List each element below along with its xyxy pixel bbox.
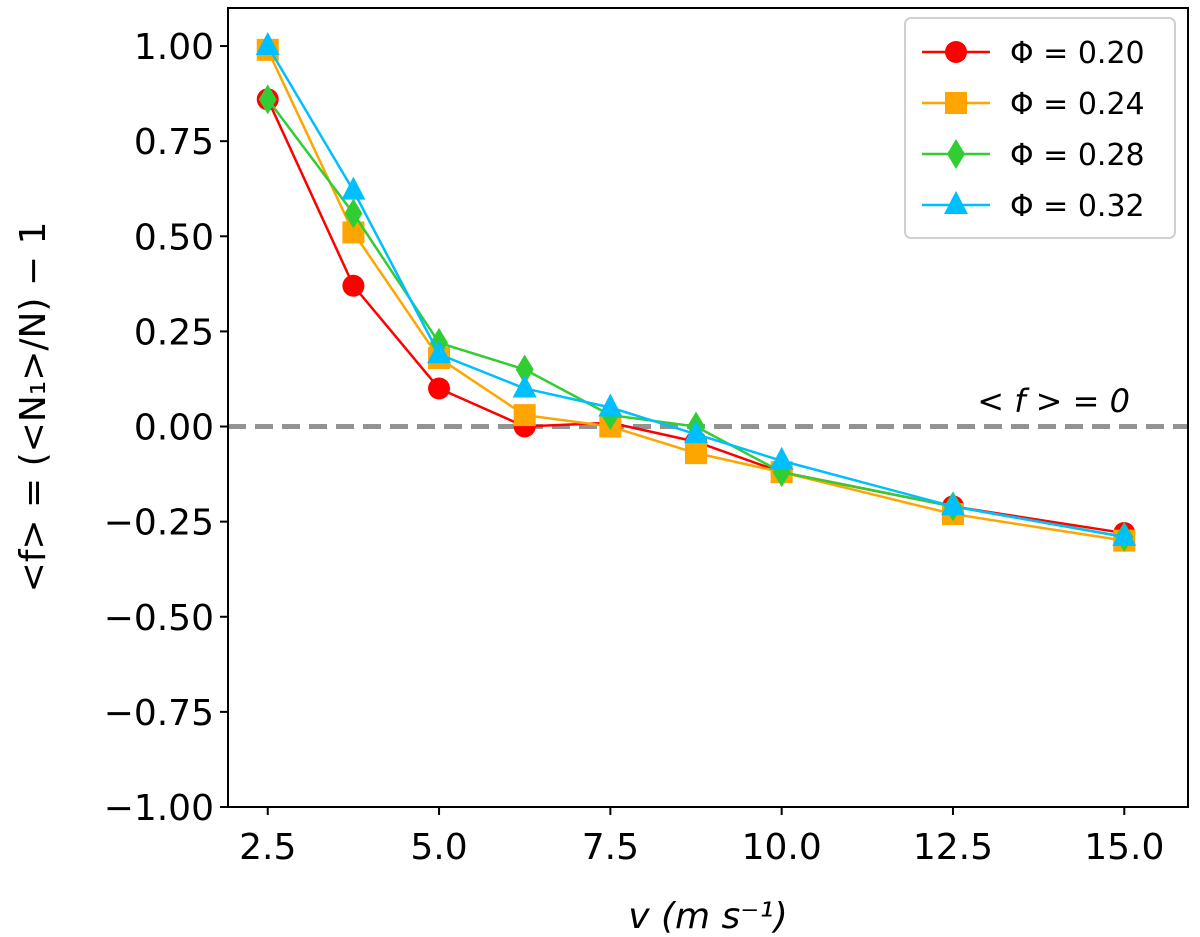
legend-marker <box>945 41 967 63</box>
legend-frame <box>904 17 1176 239</box>
data-point <box>940 492 965 516</box>
x-tick-label: 12.5 <box>913 827 993 868</box>
legend-entry-2: Φ = 0.28 <box>922 138 1145 173</box>
x-tick-label: 10.0 <box>742 827 822 868</box>
legend-label: Φ = 0.24 <box>1010 87 1145 122</box>
y-tick-label: −0.75 <box>104 693 214 734</box>
data-point <box>1112 522 1137 546</box>
legend-marker <box>945 92 967 114</box>
x-tick-label: 7.5 <box>582 827 639 868</box>
legend-label: Φ = 0.20 <box>1010 36 1145 71</box>
data-point <box>598 393 623 417</box>
data-point <box>342 221 365 244</box>
x-tick-label: 5.0 <box>410 827 467 868</box>
y-axis-label: <f> = (<N₁>/N) − 1 <box>13 222 54 593</box>
y-tick-label: 0.25 <box>134 312 214 353</box>
series-3 <box>255 32 1137 546</box>
data-point <box>515 354 534 385</box>
data-point <box>685 442 708 465</box>
data-point <box>684 420 709 444</box>
y-tick-label: −0.25 <box>104 503 214 544</box>
data-point <box>512 374 537 398</box>
data-point <box>428 377 451 400</box>
legend-entry-0: Φ = 0.20 <box>922 36 1145 71</box>
data-point <box>258 84 277 115</box>
y-tick-label: 1.00 <box>134 27 214 68</box>
x-tick-label: 15.0 <box>1084 827 1164 868</box>
data-point <box>342 274 365 297</box>
legend: Φ = 0.20 Φ = 0.24 Φ = 0.28 Φ = 0.32 <box>904 17 1176 239</box>
x-tick-label: 2.5 <box>239 827 296 868</box>
data-point <box>427 340 452 364</box>
legend-entry-3: Φ = 0.32 <box>922 189 1145 224</box>
reference-line-label: < f > = 0 <box>977 382 1130 420</box>
x-axis-label: v (m s⁻¹) <box>628 896 788 937</box>
data-point <box>769 446 794 470</box>
y-tick-label: 0.75 <box>134 122 214 163</box>
y-tick-label: 0.00 <box>134 408 214 449</box>
legend-label: Φ = 0.32 <box>1010 189 1145 224</box>
legend-marker <box>947 139 965 169</box>
y-tick-label: −0.50 <box>104 598 214 639</box>
plot-frame <box>227 7 1189 808</box>
legend-label: Φ = 0.28 <box>1010 138 1145 173</box>
legend-entry-1: Φ = 0.24 <box>922 87 1145 122</box>
y-tick-label: −1.00 <box>104 788 214 829</box>
data-point <box>513 404 536 427</box>
legend-marker <box>944 191 968 214</box>
y-tick-label: 0.50 <box>134 217 214 258</box>
data-point <box>344 198 363 229</box>
data-point <box>255 32 280 56</box>
data-point <box>341 176 366 200</box>
